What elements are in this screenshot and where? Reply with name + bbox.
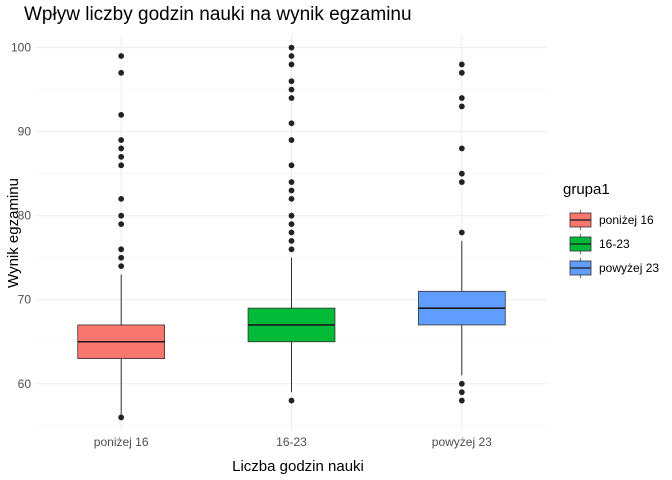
outlier-point xyxy=(288,137,295,143)
x-tick-label: 16-23 xyxy=(276,435,307,449)
outlier-point xyxy=(458,380,465,387)
outlier-point xyxy=(118,145,125,152)
y-axis-title: Wynik egzaminu xyxy=(5,178,22,288)
y-tick-label: 70 xyxy=(18,293,32,307)
outlier-point xyxy=(288,212,295,219)
x-axis-ticks: poniżej 16 16-23 powyżej 23 xyxy=(94,435,492,449)
legend-label: powyżej 23 xyxy=(599,261,659,275)
legend-item: poniżej 16 xyxy=(569,210,654,230)
outlier-point xyxy=(118,195,125,202)
outlier-point xyxy=(288,95,295,101)
outlier-point xyxy=(288,195,295,202)
outlier-point xyxy=(288,187,295,194)
legend-title: grupa1 xyxy=(563,181,610,198)
outlier-point xyxy=(118,53,125,59)
x-tick-label: powyżej 23 xyxy=(432,435,492,449)
outlier-point xyxy=(458,397,465,404)
outlier-point xyxy=(288,229,295,236)
outlier-point xyxy=(118,254,125,261)
outlier-point xyxy=(118,162,125,169)
outlier-point xyxy=(458,103,465,110)
legend-label: 16-23 xyxy=(599,237,630,251)
outlier-point xyxy=(288,61,295,68)
outlier-point xyxy=(458,69,465,76)
outlier-point xyxy=(458,179,465,185)
outlier-point xyxy=(118,221,125,227)
legend-label: poniżej 16 xyxy=(599,213,654,227)
y-tick-label: 100 xyxy=(11,41,31,55)
outlier-point xyxy=(118,69,125,76)
outlier-point xyxy=(118,137,125,143)
outlier-point xyxy=(118,414,125,421)
outlier-point xyxy=(288,78,295,85)
outlier-point xyxy=(458,145,465,152)
x-tick-label: poniżej 16 xyxy=(94,435,149,449)
outlier-point xyxy=(288,179,295,185)
outlier-point xyxy=(458,389,465,396)
outlier-point xyxy=(288,246,295,253)
box-group xyxy=(77,53,166,421)
box-group xyxy=(247,44,336,404)
chart-title: Wpływ liczby godzin nauki na wynik egzam… xyxy=(24,4,412,25)
outlier-point xyxy=(118,153,125,160)
outlier-point xyxy=(288,53,295,59)
legend-item: powyżej 23 xyxy=(569,258,659,278)
outlier-point xyxy=(118,212,125,219)
outlier-point xyxy=(288,86,295,93)
outlier-point xyxy=(118,263,125,270)
outlier-point xyxy=(118,246,125,253)
y-tick-label: 80 xyxy=(18,209,32,223)
outlier-point xyxy=(458,229,465,236)
y-axis-ticks: 60 70 80 90 100 xyxy=(11,41,31,391)
outlier-point xyxy=(118,111,125,118)
outlier-point xyxy=(288,221,295,227)
outlier-point xyxy=(288,238,295,244)
outlier-point xyxy=(288,162,295,169)
y-tick-label: 90 xyxy=(18,125,32,139)
outlier-point xyxy=(288,120,295,127)
outlier-point xyxy=(458,61,465,68)
outlier-point xyxy=(458,170,465,177)
legend-item: 16-23 xyxy=(569,234,630,254)
outlier-point xyxy=(288,397,295,404)
y-tick-label: 60 xyxy=(18,377,32,391)
box-group xyxy=(417,61,506,404)
outlier-point xyxy=(288,44,295,51)
outlier-point xyxy=(458,95,465,101)
boxes-layer xyxy=(77,44,506,421)
x-axis-title: Liczba godzin nauki xyxy=(232,458,364,475)
legend: grupa1 poniżej 16 16-23 powyżej 23 xyxy=(563,181,659,278)
